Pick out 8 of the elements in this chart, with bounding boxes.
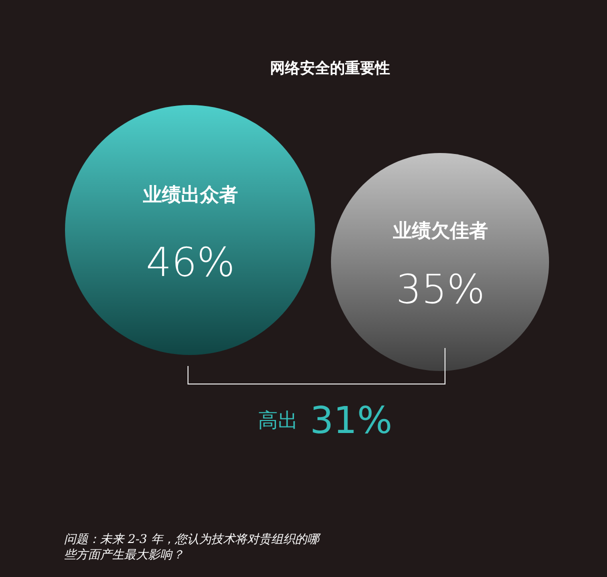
data-label: 35% <box>396 267 485 313</box>
text: 31% <box>310 399 392 442</box>
data-label: 46% <box>146 240 235 286</box>
text: 问题：未来 2-3 年，您认为技术将对贵组织的哪些方面产生最大影响？ <box>64 532 321 562</box>
text: 网络安全的重要性 <box>270 59 390 77</box>
category-label: 业绩出众者 <box>142 184 238 206</box>
category-label: 业绩欠佳者 <box>392 220 488 242</box>
text: 高出 <box>258 408 298 432</box>
